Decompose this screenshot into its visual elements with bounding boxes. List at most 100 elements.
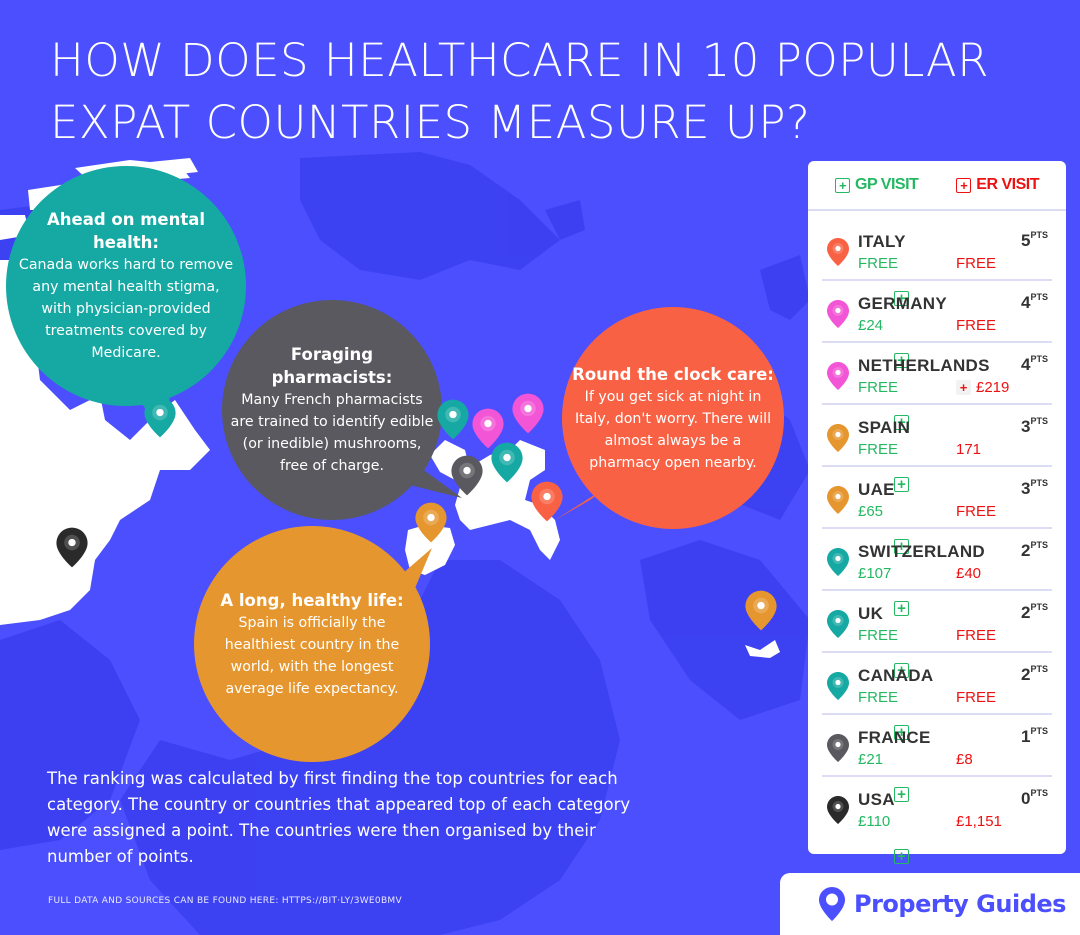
callout-france-title: Foraging pharmacists: <box>271 345 393 387</box>
gp-cost-value: FREE <box>858 379 899 396</box>
legend-er-visit: + ER VISIT <box>956 176 1039 194</box>
gp-cost-value: FREE <box>858 441 899 458</box>
er-visit-cost: +FREE <box>956 689 996 706</box>
gp-plus-icon: + <box>894 291 909 306</box>
map-pin-icon <box>512 393 544 434</box>
gp-plus-icon: + <box>894 353 909 368</box>
gp-cost-value: FREE <box>858 255 899 272</box>
map-pin-icon <box>451 455 483 496</box>
gp-plus-icon: + <box>835 177 850 193</box>
location-pin-icon <box>826 237 850 267</box>
points-value: 3 <box>1021 417 1031 436</box>
map-pin-icon <box>437 399 469 440</box>
points-suffix: PTS <box>1030 416 1048 426</box>
gp-visit-cost: + FREE <box>858 255 909 306</box>
points-suffix: PTS <box>1030 726 1048 736</box>
callout-canada-body: Canada works hard to remove any mental h… <box>18 257 234 361</box>
map-pin-icon <box>531 481 563 522</box>
title-line-1: HOW DOES HEALTHCARE IN 10 POPULAR <box>50 34 989 87</box>
country-name: FRANCE <box>858 728 931 747</box>
points: 2PTS <box>1021 602 1048 623</box>
gp-plus-icon: + <box>894 725 909 740</box>
callout-spain-body: Spain is officially the healthiest count… <box>224 614 400 697</box>
netherlands-pin <box>471 407 505 451</box>
gp-visit-cost: + £110 <box>858 813 909 864</box>
gp-visit-cost: + £107 <box>858 565 909 616</box>
points-suffix: PTS <box>1030 230 1048 240</box>
gp-cost-value: £107 <box>858 565 892 582</box>
er-cost-value: FREE <box>956 317 997 334</box>
ranking-explanation: The ranking was calculated by first find… <box>47 769 631 866</box>
points: 0PTS <box>1021 788 1048 809</box>
points-suffix: PTS <box>1030 478 1048 488</box>
points: 4PTS <box>1021 354 1048 375</box>
gp-visit-cost: + £65 <box>858 503 909 554</box>
map-pin-icon <box>415 502 447 543</box>
country-name: UK <box>858 604 884 623</box>
er-visit-cost: +FREE <box>956 317 996 334</box>
er-visit-cost: +171 <box>956 441 981 458</box>
location-pin-icon <box>826 485 850 515</box>
er-cost-value: FREE <box>956 255 997 272</box>
map-pin-icon <box>56 527 88 568</box>
brand-name: Property Guides <box>854 890 1066 918</box>
er-plus-icon: + <box>956 177 972 193</box>
points-value: 1 <box>1021 727 1031 746</box>
legend: + GP VISIT + ER VISIT <box>808 161 1066 211</box>
title-line-2: EXPAT COUNTRIES MEASURE UP? <box>50 96 811 149</box>
er-visit-cost: +FREE <box>956 255 996 272</box>
country-name: CANADA <box>858 666 934 685</box>
gp-visit-cost: + FREE <box>858 441 909 492</box>
gp-plus-icon: + <box>894 477 909 492</box>
switzerland-pin <box>490 441 524 485</box>
sources-note: FULL DATA AND SOURCES CAN BE FOUND HERE:… <box>48 896 402 906</box>
location-pin-icon <box>826 361 850 391</box>
uae-pin <box>744 589 778 633</box>
points: 2PTS <box>1021 540 1048 561</box>
country-name: ITALY <box>858 232 906 251</box>
points-value: 0 <box>1021 789 1031 808</box>
callout-canada: Ahead on mental health: Canada works har… <box>6 166 246 406</box>
gp-plus-icon: + <box>894 415 909 430</box>
gp-visit-cost: + FREE <box>858 379 909 430</box>
usa-pin <box>55 526 89 570</box>
points: 5PTS <box>1021 230 1048 251</box>
er-plus-icon: + <box>956 380 971 395</box>
country-name: NETHERLANDS <box>858 356 990 375</box>
points-value: 4 <box>1021 355 1031 374</box>
gp-plus-icon: + <box>894 601 909 616</box>
callout-france-body: Many French pharmacists are trained to i… <box>230 392 434 474</box>
points-value: 4 <box>1021 293 1031 312</box>
callout-italy: Round the clock care: If you get sick at… <box>562 307 784 529</box>
gp-cost-value: FREE <box>858 689 899 706</box>
callout-spain: A long, healthy life: Spain is officiall… <box>194 526 430 762</box>
er-cost-value: FREE <box>956 503 997 520</box>
gp-plus-icon: + <box>894 539 909 554</box>
points-value: 3 <box>1021 479 1031 498</box>
gp-cost-value: £24 <box>858 317 884 334</box>
er-cost-value: £8 <box>956 751 973 768</box>
location-pin-icon <box>826 671 850 701</box>
location-pin-icon <box>826 547 850 577</box>
er-cost-value: £219 <box>976 379 1010 396</box>
map-pin-icon <box>491 442 523 483</box>
ranking-row-netherlands: NETHERLANDS 4PTS + FREE + £219 <box>822 343 1052 430</box>
er-visit-cost: +£8 <box>956 751 973 768</box>
country-name: SPAIN <box>858 418 911 437</box>
location-pin-icon <box>826 423 850 453</box>
canada-pin <box>143 396 177 440</box>
er-cost-value: FREE <box>956 689 997 706</box>
points-value: 2 <box>1021 541 1031 560</box>
legend-gp-label: GP VISIT <box>855 176 919 193</box>
er-cost-value: FREE <box>956 627 997 644</box>
gp-cost-value: FREE <box>858 627 899 644</box>
points: 3PTS <box>1021 416 1048 437</box>
gp-visit-cost: + FREE <box>858 627 909 678</box>
points-suffix: PTS <box>1030 664 1048 674</box>
